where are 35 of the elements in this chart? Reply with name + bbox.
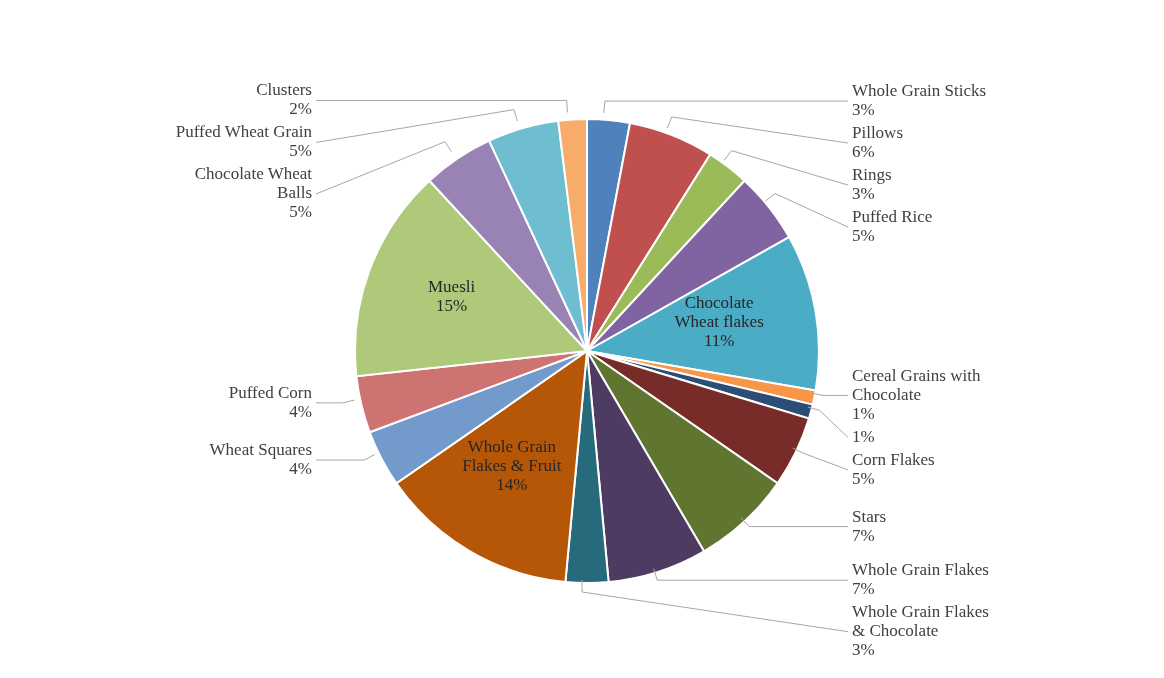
data-label: 1%: [852, 403, 875, 423]
slice-label: Cereal Grains with Chocolate: [852, 365, 981, 404]
data-label: 6%: [852, 142, 875, 162]
slice-label: Wheat Squares: [209, 440, 312, 460]
slice-label: Stars: [852, 506, 886, 526]
slice-label: Clusters: [256, 80, 312, 100]
data-label: 7%: [852, 525, 875, 545]
data-label: 1%: [852, 426, 875, 446]
slice-label: Rings: [852, 165, 892, 185]
data-label: 5%: [289, 202, 312, 222]
slice-label: Whole Grain Flakes: [852, 560, 989, 580]
data-label: 4%: [289, 459, 312, 479]
slice-label: Chocolate Wheat Balls: [194, 164, 313, 203]
slice-label: Pillows: [852, 123, 904, 143]
slice-label: Whole Grain Flakes & Chocolate: [852, 602, 989, 641]
data-label: 15%: [436, 296, 468, 316]
slice-label: Whole Grain Flakes & Fruit: [462, 436, 562, 475]
slice-label: Chocolate Wheat flakes: [674, 292, 764, 331]
data-label: 5%: [852, 226, 875, 246]
slice-label: Corn Flakes: [852, 449, 935, 469]
slice-label: Puffed Corn: [228, 382, 313, 402]
data-label: 4%: [289, 401, 312, 421]
data-label: 3%: [852, 640, 875, 660]
data-label: 3%: [852, 184, 875, 204]
slice-label: Whole Grain Sticks: [852, 81, 987, 101]
data-label: 14%: [496, 474, 528, 494]
data-label: 11%: [703, 330, 735, 350]
data-label: 5%: [852, 468, 875, 488]
data-label: 2%: [289, 99, 312, 119]
slice-label: Puffed Wheat Grain: [175, 122, 313, 142]
data-label: 3%: [852, 100, 875, 120]
slice-label: Muesli: [427, 277, 476, 297]
data-label: 5%: [289, 141, 312, 161]
data-label: 7%: [852, 579, 875, 599]
slice-label: Puffed Rice: [852, 207, 933, 227]
